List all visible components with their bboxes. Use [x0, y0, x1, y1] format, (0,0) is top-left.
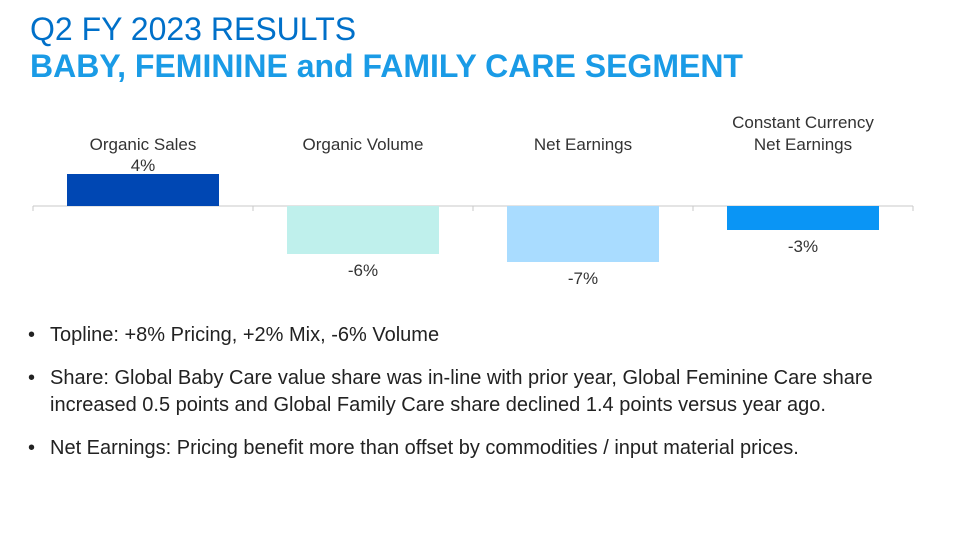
category-label-3-line-0: Constant Currency	[732, 113, 874, 132]
bar-3	[727, 206, 879, 230]
bullet-marker: •	[28, 437, 36, 459]
slide-subtitle: BABY, FEMININE and FAMILY CARE SEGMENT	[30, 48, 743, 84]
bullet-marker: •	[28, 324, 36, 346]
bullet-item-share: • Share: Global Baby Care value share wa…	[28, 365, 953, 419]
bullet-text-topline: Topline: +8% Pricing, +2% Mix, -6% Volum…	[50, 324, 440, 346]
bar-1	[287, 206, 439, 254]
bullet-text-share: Share: Global Baby Care value share was …	[50, 367, 873, 416]
bar-0	[67, 174, 219, 206]
bar-chart: Organic Sales 4% Organic Volume -6% Net Earn…	[32, 113, 914, 288]
slide-title: Q2 FY 2023 RESULTS	[30, 11, 357, 47]
value-label-0: 4%	[131, 156, 156, 175]
value-label-1: -6%	[348, 261, 378, 280]
bullet-marker: •	[28, 367, 36, 389]
category-label-3-line-1: Net Earnings	[754, 135, 852, 154]
bar-2	[507, 206, 659, 262]
bullet-item-net-earnings: • Net Earnings: Pricing benefit more tha…	[28, 435, 953, 462]
category-label-1: Organic Volume	[303, 135, 424, 154]
bullet-text-net-earnings: Net Earnings: Pricing benefit more than …	[50, 437, 799, 459]
value-label-3: -3%	[788, 237, 818, 256]
value-label-2: -7%	[568, 269, 598, 288]
bullet-list: • Topline: +8% Pricing, +2% Mix, -6% Vol…	[28, 322, 953, 478]
category-label-2: Net Earnings	[534, 135, 632, 154]
category-label-0: Organic Sales	[90, 135, 197, 154]
bullet-item-topline: • Topline: +8% Pricing, +2% Mix, -6% Vol…	[28, 322, 953, 349]
